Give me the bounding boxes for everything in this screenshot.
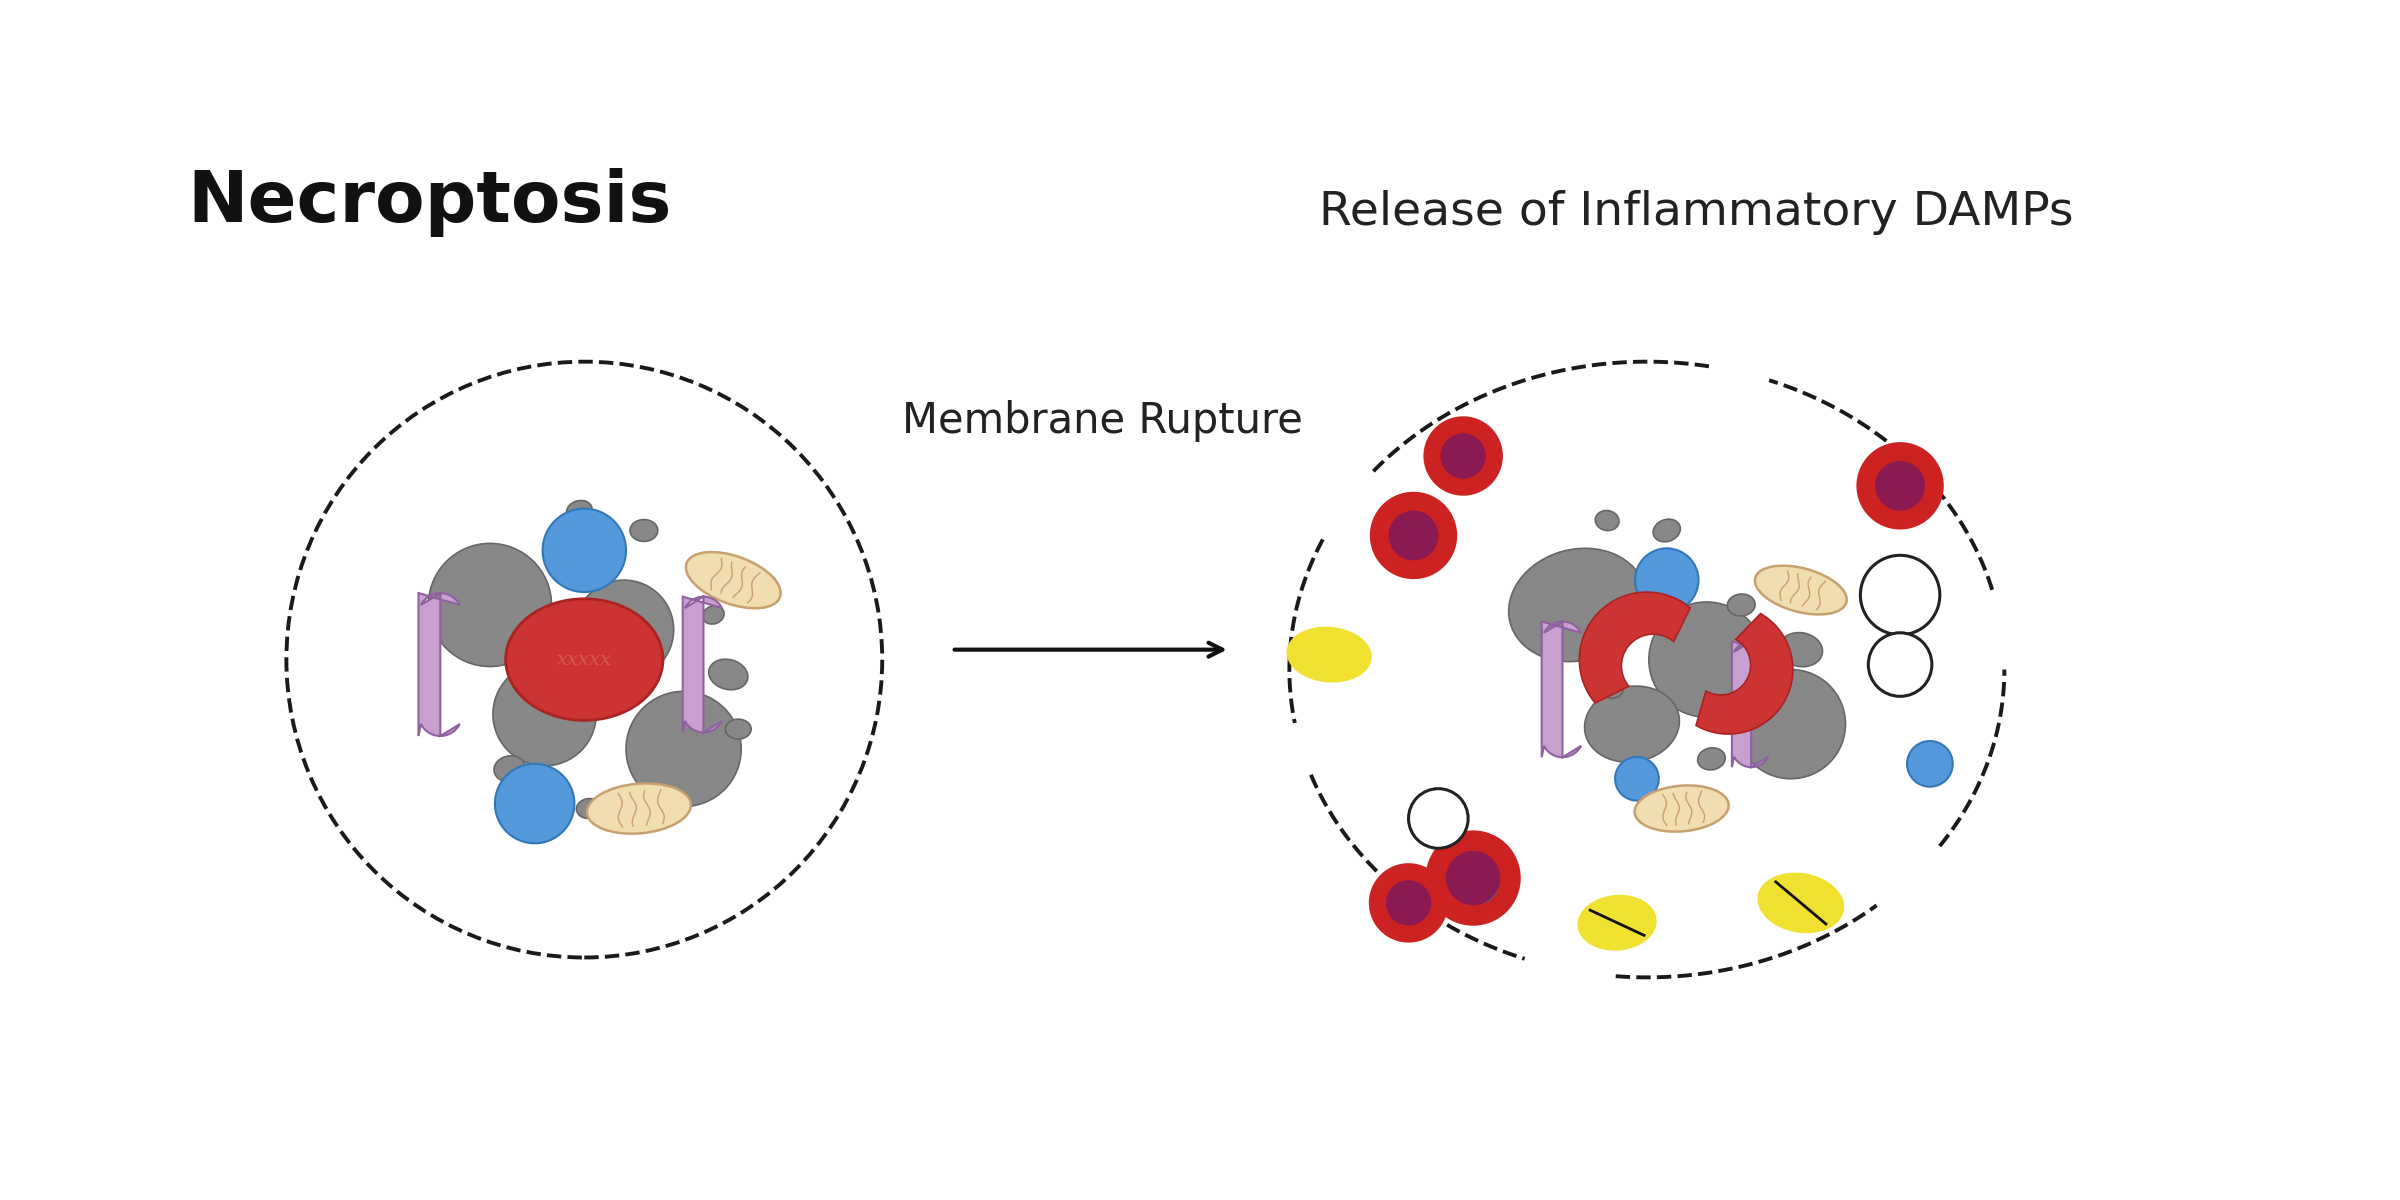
Ellipse shape: [576, 798, 602, 818]
Polygon shape: [1697, 613, 1793, 734]
Ellipse shape: [686, 552, 780, 608]
Polygon shape: [418, 593, 461, 736]
Circle shape: [1858, 442, 1944, 529]
Ellipse shape: [1601, 680, 1622, 698]
Circle shape: [1368, 863, 1447, 943]
Circle shape: [1445, 851, 1500, 905]
Polygon shape: [1733, 641, 1769, 767]
Ellipse shape: [1577, 895, 1656, 950]
Circle shape: [1385, 881, 1430, 925]
Ellipse shape: [1728, 594, 1754, 616]
Ellipse shape: [494, 756, 526, 782]
Circle shape: [1867, 632, 1932, 696]
Ellipse shape: [1649, 602, 1764, 718]
Ellipse shape: [492, 662, 595, 766]
Text: Release of Inflammatory DAMPs: Release of Inflammatory DAMPs: [1320, 191, 2074, 235]
Circle shape: [286, 361, 883, 958]
Ellipse shape: [574, 580, 674, 679]
Ellipse shape: [506, 599, 662, 720]
Ellipse shape: [566, 500, 593, 521]
Ellipse shape: [542, 665, 566, 684]
Circle shape: [1440, 433, 1486, 479]
Ellipse shape: [1596, 510, 1620, 530]
Circle shape: [1426, 830, 1522, 925]
Ellipse shape: [1286, 626, 1373, 683]
Circle shape: [1860, 556, 1939, 635]
Circle shape: [542, 509, 626, 592]
Ellipse shape: [1654, 520, 1680, 541]
Circle shape: [1459, 863, 1498, 902]
Ellipse shape: [1584, 686, 1680, 762]
Ellipse shape: [1757, 872, 1843, 934]
Ellipse shape: [588, 784, 691, 834]
Circle shape: [1390, 510, 1438, 560]
Circle shape: [1908, 742, 1954, 787]
Ellipse shape: [1754, 565, 1846, 614]
Circle shape: [1423, 416, 1502, 496]
Polygon shape: [1579, 592, 1690, 703]
Ellipse shape: [626, 691, 742, 806]
Polygon shape: [1541, 622, 1582, 757]
Ellipse shape: [1510, 548, 1646, 661]
Polygon shape: [682, 596, 722, 732]
Circle shape: [1370, 492, 1457, 580]
Ellipse shape: [708, 659, 749, 690]
Ellipse shape: [1735, 670, 1846, 779]
Ellipse shape: [1697, 748, 1726, 770]
Circle shape: [1615, 757, 1658, 800]
Text: Necroptosis: Necroptosis: [187, 168, 672, 238]
Ellipse shape: [427, 544, 552, 666]
Ellipse shape: [703, 606, 725, 624]
Text: Membrane Rupture: Membrane Rupture: [902, 401, 1303, 443]
Ellipse shape: [1778, 632, 1822, 667]
Circle shape: [1634, 548, 1699, 612]
Ellipse shape: [1289, 361, 2004, 977]
Circle shape: [494, 764, 574, 844]
Circle shape: [1874, 461, 1925, 511]
Circle shape: [1409, 788, 1469, 848]
Ellipse shape: [629, 520, 658, 541]
Ellipse shape: [1634, 786, 1728, 832]
Ellipse shape: [725, 719, 751, 739]
Text: xxxxx: xxxxx: [557, 650, 612, 668]
